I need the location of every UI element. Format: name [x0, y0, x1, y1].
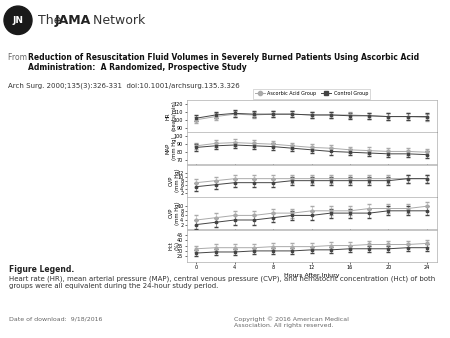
Y-axis label: MAP
(mm Hg): MAP (mm Hg)	[166, 137, 176, 160]
Y-axis label: HR
(beats/min): HR (beats/min)	[166, 100, 176, 131]
Text: Date of download:  9/18/2016: Date of download: 9/18/2016	[9, 316, 103, 321]
Text: Figure Legend.: Figure Legend.	[9, 265, 74, 274]
Text: Copyright © 2016 American Medical
Association. All rights reserved.: Copyright © 2016 American Medical Associ…	[234, 316, 349, 328]
Text: Heart rate (HR), mean arterial pressure (MAP), central venous pressure (CVP), an: Heart rate (HR), mean arterial pressure …	[9, 275, 435, 289]
X-axis label: Hours After Injury: Hours After Injury	[284, 273, 339, 278]
Text: JN: JN	[13, 16, 23, 25]
Text: From: From	[8, 53, 32, 62]
Text: The: The	[38, 14, 65, 27]
Y-axis label: Hct
(%): Hct (%)	[169, 241, 180, 250]
Text: Reduction of Resuscitation Fluid Volumes in Severely Burned Patients Using Ascor: Reduction of Resuscitation Fluid Volumes…	[28, 53, 419, 72]
Circle shape	[4, 6, 32, 34]
Text: JAMA: JAMA	[55, 14, 91, 27]
Y-axis label: CVP
(mm Hg): CVP (mm Hg)	[169, 201, 180, 225]
Text: Arch Surg. 2000;135(3):326-331  doi:10.1001/archsurg.135.3.326: Arch Surg. 2000;135(3):326-331 doi:10.10…	[8, 82, 240, 89]
Y-axis label: CVP
(mm Hg): CVP (mm Hg)	[169, 169, 180, 192]
Text: Network: Network	[89, 14, 145, 27]
Legend: Ascorbic Acid Group, Control Group: Ascorbic Acid Group, Control Group	[253, 89, 370, 98]
